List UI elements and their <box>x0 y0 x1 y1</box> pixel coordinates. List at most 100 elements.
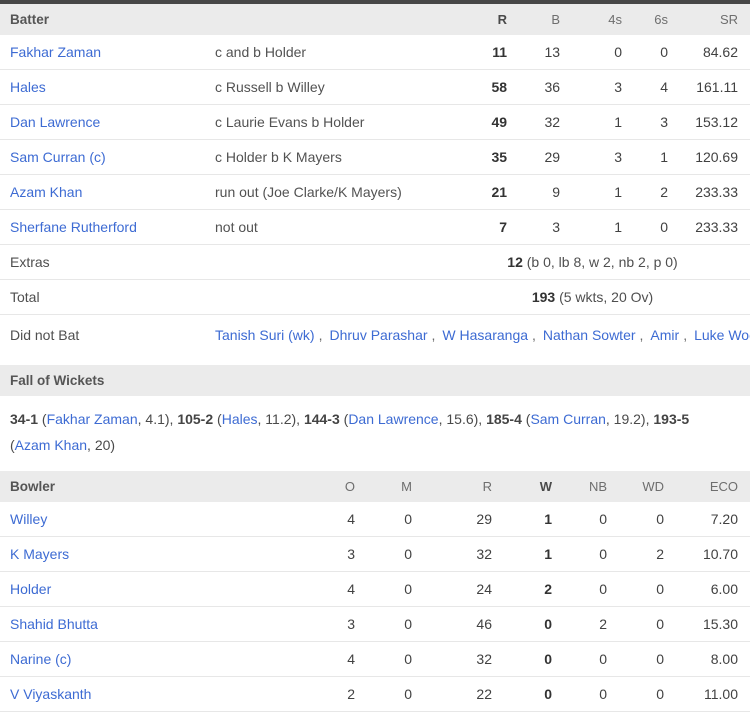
total-value: 193 (5 wkts, 20 Ov) <box>447 279 750 315</box>
sixes-cell: 0 <box>622 209 669 245</box>
fow-player-link[interactable]: Fakhar Zaman <box>46 411 138 427</box>
bowler-link[interactable]: Narine (c) <box>10 651 72 667</box>
list-separator: , <box>318 327 323 343</box>
strike-rate-cell: 233.33 <box>668 209 750 245</box>
wides-cell: 2 <box>607 536 664 572</box>
batter-link[interactable]: Azam Khan <box>10 184 83 200</box>
overs-column-header: O <box>310 471 355 502</box>
maidens-cell: 0 <box>355 571 412 607</box>
bowler-name-cell: K Mayers <box>0 536 310 572</box>
balls-cell: 32 <box>507 104 561 140</box>
fow-player-link[interactable]: Azam Khan <box>14 437 88 453</box>
no-balls-cell: 2 <box>552 606 607 642</box>
list-separator: , <box>532 327 536 343</box>
runs-column-header: R <box>412 471 492 502</box>
dismissal-text: not out <box>215 209 448 245</box>
runs-cell: 11 <box>447 35 508 70</box>
wides-cell: 0 <box>607 502 664 537</box>
wickets-cell: 0 <box>492 676 552 712</box>
batter-link[interactable]: Sam Curran (c) <box>10 149 106 165</box>
runs-cell: 21 <box>447 174 508 210</box>
fow-score: 105-2 <box>177 411 214 427</box>
bowler-link[interactable]: Holder <box>10 581 52 597</box>
overs-cell: 3 <box>310 536 355 572</box>
bowler-name-cell: Willey <box>0 502 310 537</box>
batter-link[interactable]: Fakhar Zaman <box>10 44 102 60</box>
total-row: Total 193 (5 wkts, 20 Ov) <box>0 279 750 315</box>
total-runs: 193 <box>531 289 556 305</box>
economy-cell: 6.00 <box>664 571 750 607</box>
strike-rate-cell: 120.69 <box>668 139 750 175</box>
fow-entry: 144-3 (Dan Lawrence, 15.6), <box>303 411 487 427</box>
fow-player-link[interactable]: Dan Lawrence <box>348 411 439 427</box>
player-link[interactable]: W Hasaranga <box>442 327 529 343</box>
runs-cell: 7 <box>447 209 508 245</box>
list-separator: , <box>431 327 436 343</box>
did-not-bat-label: Did not Bat <box>10 327 80 343</box>
fow-player-link[interactable]: Hales <box>221 411 258 427</box>
wides-cell: 0 <box>607 641 664 677</box>
runs-cell: 35 <box>447 139 508 175</box>
runs-cell: 24 <box>412 571 492 607</box>
fall-of-wickets-text: 34-1 (Fakhar Zaman, 4.1), 105-2 (Hales, … <box>0 396 750 471</box>
bowler-row: Narine (c) 4 0 32 0 0 0 8.00 <box>0 641 750 677</box>
total-label: Total <box>0 279 448 315</box>
sixes-cell: 0 <box>622 35 669 70</box>
extras-detail: (b 0, lb 8, w 2, nb 2, p 0) <box>526 254 678 270</box>
player-link[interactable]: Dhruv Parashar <box>329 327 428 343</box>
runs-cell: 29 <box>412 502 492 537</box>
player-link[interactable]: Luke Wood <box>694 327 750 343</box>
balls-cell: 3 <box>507 209 561 245</box>
runs-cell: 32 <box>412 536 492 572</box>
economy-cell: 11.00 <box>664 676 750 712</box>
fow-player-link[interactable]: Sam Curran <box>530 411 606 427</box>
fow-entry: 185-4 (Sam Curran, 19.2), <box>486 411 654 427</box>
fours-cell: 3 <box>560 139 623 175</box>
sixes-cell: 4 <box>622 69 669 105</box>
batter-row: Hales c Russell b Willey 58 36 3 4 161.1… <box>0 69 750 105</box>
maidens-cell: 0 <box>355 536 412 572</box>
sixes-cell: 1 <box>622 139 669 175</box>
fow-score: 144-3 <box>303 411 340 427</box>
extras-row: Extras 12 (b 0, lb 8, w 2, nb 2, p 0) <box>0 244 750 280</box>
bowling-table: Bowler O M R W NB WD ECO Willey 4 0 29 1… <box>0 471 750 712</box>
wickets-cell: 2 <box>492 571 552 607</box>
batter-column-header: Batter <box>0 4 448 35</box>
runs-cell: 46 <box>412 606 492 642</box>
no-balls-cell: 0 <box>552 641 607 677</box>
batter-row: Dan Lawrence c Laurie Evans b Holder 49 … <box>0 104 750 140</box>
runs-cell: 32 <box>412 641 492 677</box>
bowler-link[interactable]: Shahid Bhutta <box>10 616 98 632</box>
bowler-link[interactable]: Willey <box>10 511 48 527</box>
bowling-header-row: Bowler O M R W NB WD ECO <box>0 471 750 502</box>
fow-entry: 105-2 (Hales, 11.2), <box>177 411 304 427</box>
batter-name-cell: Fakhar Zaman <box>0 35 215 70</box>
player-link[interactable]: Amir <box>650 327 680 343</box>
batter-link[interactable]: Dan Lawrence <box>10 114 101 130</box>
bowler-link[interactable]: K Mayers <box>10 546 70 562</box>
bowler-name-cell: V Viyaskanth <box>0 676 310 712</box>
player-link[interactable]: Nathan Sowter <box>542 327 636 343</box>
fow-entry: 193-5 (Azam Khan, 20) <box>10 411 690 453</box>
extras-runs: 12 <box>507 254 523 270</box>
maidens-cell: 0 <box>355 502 412 537</box>
bowler-name-cell: Holder <box>0 571 310 607</box>
sixes-column-header: 6s <box>622 4 669 35</box>
wickets-cell: 0 <box>492 606 552 642</box>
fow-entry: 34-1 (Fakhar Zaman, 4.1), <box>10 411 178 427</box>
batter-name-cell: Hales <box>0 69 215 105</box>
bowler-row: Shahid Bhutta 3 0 46 0 2 0 15.30 <box>0 606 750 642</box>
sixes-cell: 2 <box>622 174 669 210</box>
bowler-link[interactable]: V Viyaskanth <box>10 686 92 702</box>
dismissal-text: run out (Joe Clarke/K Mayers) <box>215 174 448 210</box>
fours-cell: 1 <box>560 104 623 140</box>
player-link[interactable]: Tanish Suri (wk) <box>215 327 315 343</box>
sixes-cell: 3 <box>622 104 669 140</box>
top-divider-bar <box>0 0 750 4</box>
extras-label: Extras <box>0 244 448 280</box>
batter-link[interactable]: Hales <box>10 79 46 95</box>
batter-link[interactable]: Sherfane Rutherford <box>10 219 137 235</box>
no-balls-cell: 0 <box>552 536 607 572</box>
economy-cell: 8.00 <box>664 641 750 677</box>
